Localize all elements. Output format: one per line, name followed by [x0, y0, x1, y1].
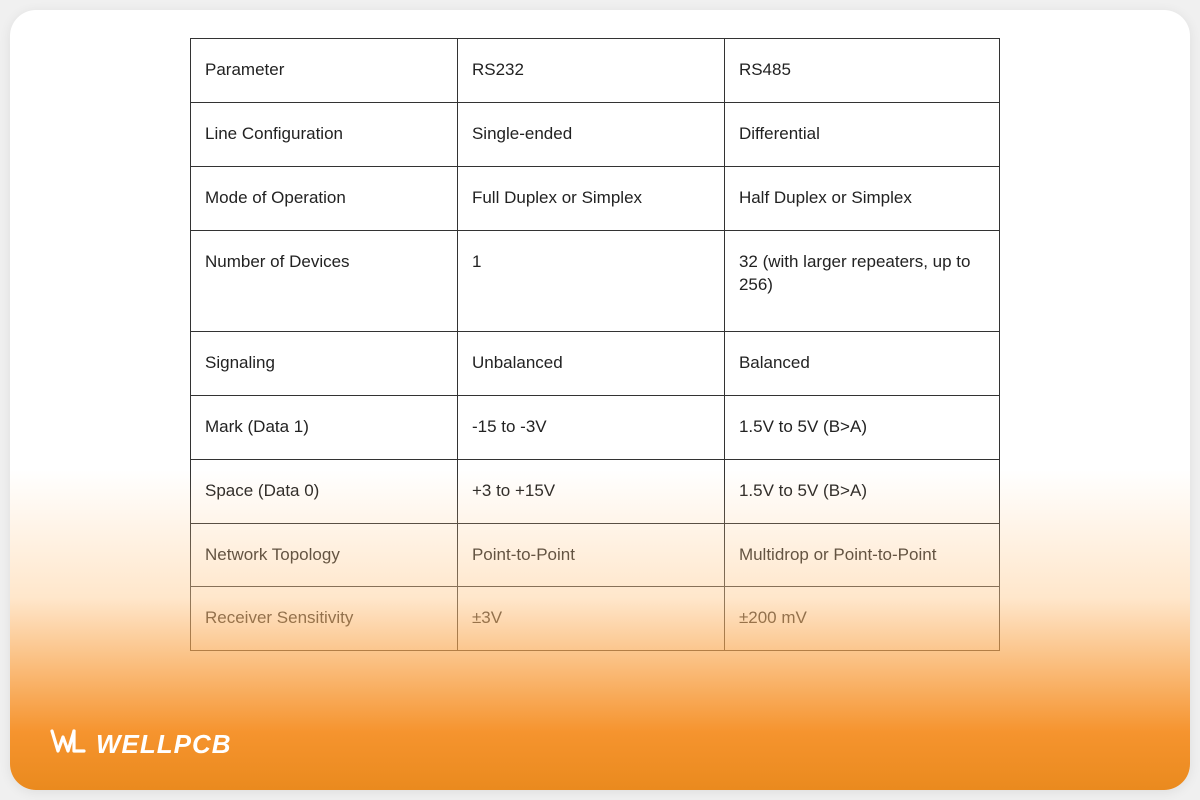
table-cell: 1.5V to 5V (B>A) [724, 459, 999, 523]
table-cell: 1 [457, 230, 724, 331]
table-cell: 1.5V to 5V (B>A) [724, 395, 999, 459]
table-cell: -15 to -3V [457, 395, 724, 459]
table-cell: Differential [724, 102, 999, 166]
table-row: Number of Devices132 (with larger repeat… [191, 230, 1000, 331]
table-cell: Unbalanced [457, 331, 724, 395]
table-cell: Mode of Operation [191, 166, 458, 230]
table-body: ParameterRS232RS485Line ConfigurationSin… [191, 39, 1000, 651]
table-cell: Network Topology [191, 523, 458, 587]
table-row: Network TopologyPoint-to-PointMultidrop … [191, 523, 1000, 587]
wellpcb-logo-icon [50, 727, 86, 762]
table-cell: Line Configuration [191, 102, 458, 166]
table-row: Mode of OperationFull Duplex or SimplexH… [191, 166, 1000, 230]
table-row: SignalingUnbalancedBalanced [191, 331, 1000, 395]
table-cell: Half Duplex or Simplex [724, 166, 999, 230]
comparison-table: ParameterRS232RS485Line ConfigurationSin… [190, 38, 1000, 651]
table-cell: Multidrop or Point-to-Point [724, 523, 999, 587]
table-cell: Full Duplex or Simplex [457, 166, 724, 230]
table-row: Line ConfigurationSingle-endedDifferenti… [191, 102, 1000, 166]
table-cell: Space (Data 0) [191, 459, 458, 523]
table-cell: Point-to-Point [457, 523, 724, 587]
table-cell: Receiver Sensitivity [191, 587, 458, 651]
table-cell: RS485 [724, 39, 999, 103]
table-row: Mark (Data 1)-15 to -3V1.5V to 5V (B>A) [191, 395, 1000, 459]
comparison-table-wrap: ParameterRS232RS485Line ConfigurationSin… [190, 38, 1000, 651]
table-cell: Parameter [191, 39, 458, 103]
infographic-card: ParameterRS232RS485Line ConfigurationSin… [10, 10, 1190, 790]
brand-logo: WELLPCB [50, 727, 232, 762]
table-row: Receiver Sensitivity±3V±200 mV [191, 587, 1000, 651]
table-cell: ±3V [457, 587, 724, 651]
table-cell: ±200 mV [724, 587, 999, 651]
table-cell: Balanced [724, 331, 999, 395]
table-row: ParameterRS232RS485 [191, 39, 1000, 103]
table-cell: +3 to +15V [457, 459, 724, 523]
table-cell: Signaling [191, 331, 458, 395]
table-cell: Number of Devices [191, 230, 458, 331]
table-cell: Single-ended [457, 102, 724, 166]
table-row: Space (Data 0)+3 to +15V1.5V to 5V (B>A) [191, 459, 1000, 523]
table-cell: Mark (Data 1) [191, 395, 458, 459]
table-cell: 32 (with larger repeaters, up to 256) [724, 230, 999, 331]
brand-name: WELLPCB [96, 729, 232, 760]
table-cell: RS232 [457, 39, 724, 103]
